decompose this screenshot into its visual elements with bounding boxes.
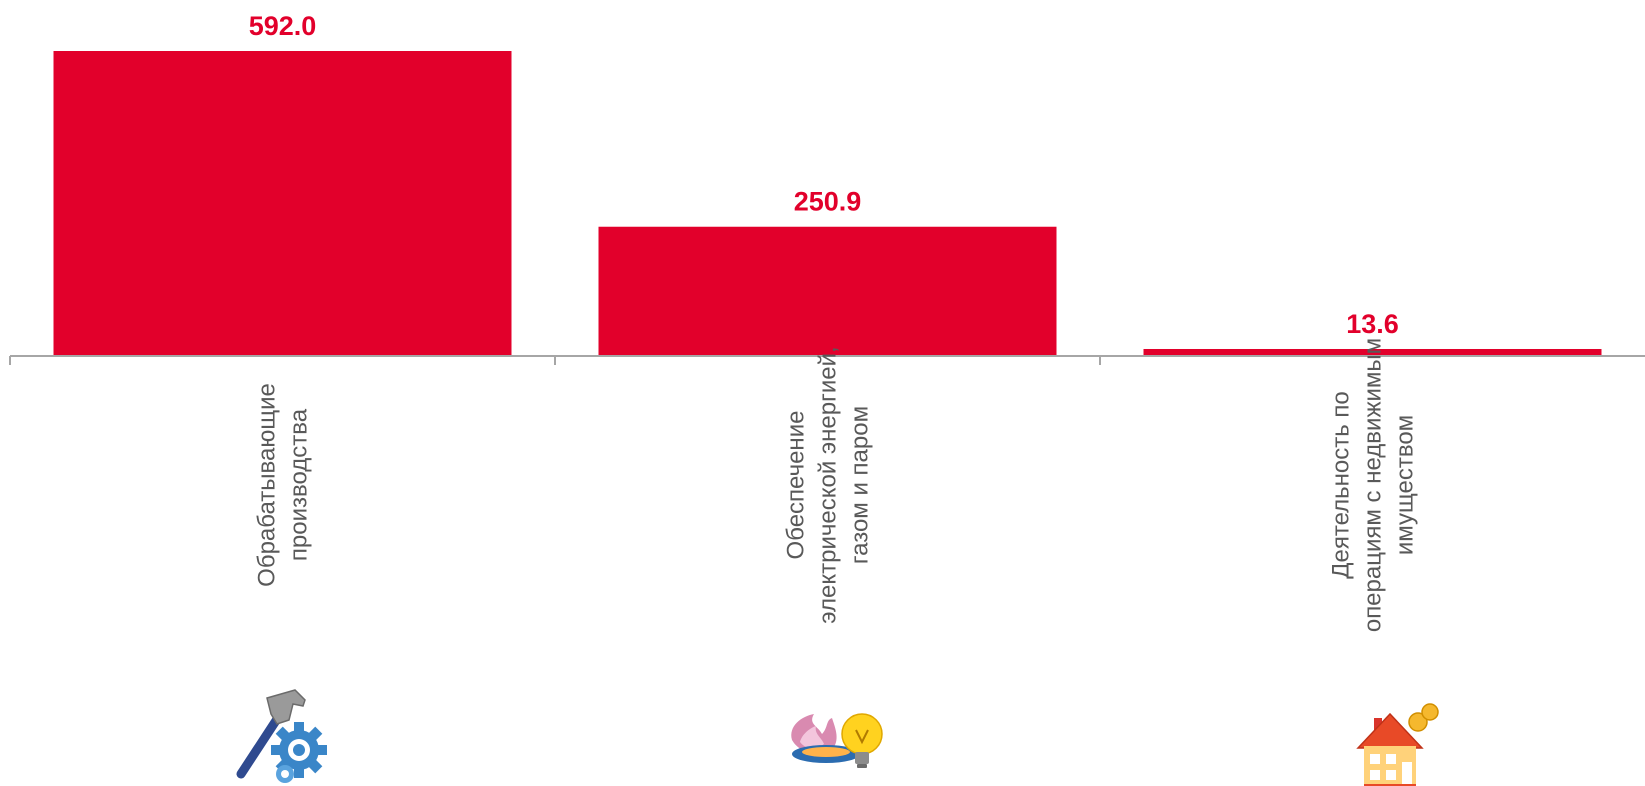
data-label: 250.9 bbox=[794, 187, 862, 217]
category-label-line: Деятельность по bbox=[1328, 391, 1355, 579]
bar bbox=[1143, 348, 1602, 356]
category-label-line: производства bbox=[286, 408, 313, 561]
x-axis bbox=[9, 355, 1645, 365]
category-labels-layer: Обрабатывающие производства Обеспечение эле… bbox=[254, 338, 1419, 632]
category-label: Обеспечение электрической энергией, газом … bbox=[783, 346, 874, 623]
bar bbox=[53, 51, 512, 356]
bars-layer bbox=[53, 51, 1602, 356]
category-label-line: Обеспечение bbox=[783, 411, 810, 560]
category-label-line: Обрабатывающие bbox=[254, 383, 281, 587]
category-label: Деятельность по операциям с недвижимым иму… bbox=[1328, 338, 1419, 632]
hammer-gear-icon bbox=[236, 689, 327, 783]
category-label: Обрабатывающие производства bbox=[254, 383, 313, 587]
gas-flame-lightbulb-icon bbox=[791, 713, 883, 768]
value-labels-layer: 592.0 250.9 13.6 bbox=[249, 11, 1399, 339]
category-label-line: газом и паром bbox=[847, 406, 874, 564]
category-label-line: электрической энергией, bbox=[815, 346, 842, 623]
category-label-line: имуществом bbox=[1392, 415, 1419, 555]
bar bbox=[598, 226, 1057, 356]
data-label: 13.6 bbox=[1346, 309, 1399, 339]
data-label: 592.0 bbox=[249, 11, 317, 41]
category-label-line: операциям с недвижимым bbox=[1360, 338, 1387, 632]
house-coins-icon bbox=[1356, 703, 1439, 786]
